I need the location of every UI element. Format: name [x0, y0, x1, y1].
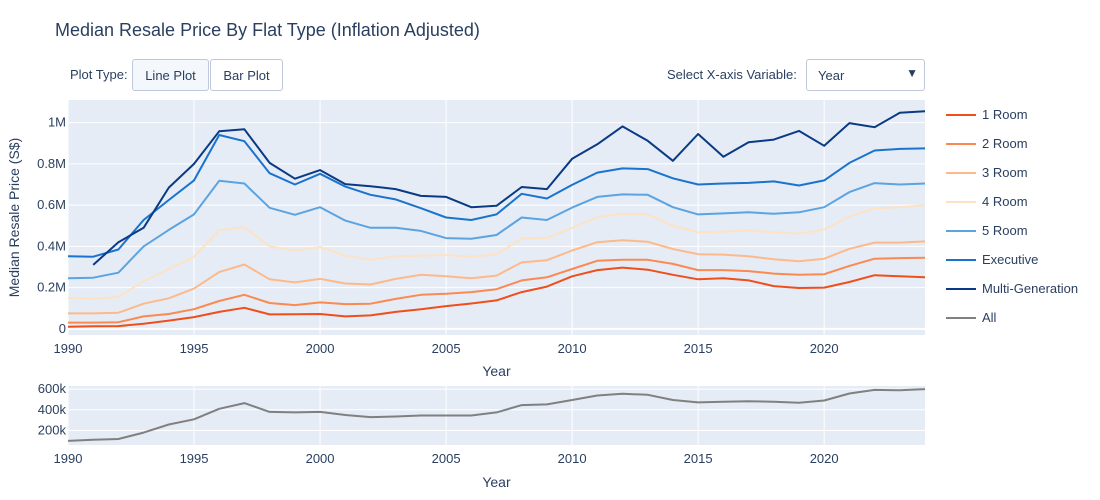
xaxis-variable-value: Year [818, 67, 845, 83]
legend-item-label: 3 Room [982, 165, 1028, 180]
series-line-multi-generation [92, 110, 926, 266]
chart-title: Median Resale Price By Flat Type (Inflat… [55, 20, 480, 40]
x-axis-title: Year [482, 363, 511, 379]
x-tick-label: 1990 [54, 451, 83, 466]
overview-plot-area: 1990 1995 2000 2005 2010 2015 2020 200k 400k 600k… [38, 381, 926, 490]
y-tick-label: 0.8M [37, 156, 66, 171]
series-line-all [67, 388, 926, 442]
plot-background [68, 100, 925, 335]
y-tick-label: 0 [59, 321, 66, 336]
series-line-4-room [67, 204, 926, 300]
y-tick-label: 600k [38, 381, 67, 396]
xaxis-variable-dropdown[interactable]: Year ▼ [806, 59, 925, 91]
legend-item-label: Executive [982, 252, 1038, 267]
chevron-down-icon: ▼ [906, 66, 918, 80]
y-tick-label: 400k [38, 402, 67, 417]
y-axis-title: Median Resale Price (S$) [6, 138, 22, 298]
y-tick-label: 0.2M [37, 280, 66, 295]
plot-type-label: Plot Type: [70, 67, 128, 82]
x-axis-title: Year [482, 474, 511, 490]
y-tick-label: 1M [48, 115, 66, 130]
series-line-3-room [68, 239, 926, 315]
x-tick-label: 2020 [810, 341, 839, 356]
x-tick-label: 2000 [306, 341, 335, 356]
y-tick-label: 200k [38, 423, 67, 438]
y-tick-label: 0.6M [37, 197, 66, 212]
x-tick-label: 2020 [810, 451, 839, 466]
plot-background [68, 386, 925, 445]
bar-plot-button[interactable]: Bar Plot [210, 59, 283, 91]
x-tick-label: 2015 [684, 451, 713, 466]
x-tick-label: 2015 [684, 341, 713, 356]
y-tick-label: 0.4M [37, 238, 66, 253]
x-tick-label: 2005 [432, 341, 461, 356]
line-plot-button[interactable]: Line Plot [132, 59, 209, 91]
legend-item-label: 4 Room [982, 194, 1028, 209]
legend-item-label: 5 Room [982, 223, 1028, 238]
legend-item-label: Multi-Generation [982, 281, 1078, 296]
legend-item-label: 2 Room [982, 136, 1028, 151]
legend-item-label: 1 Room [982, 107, 1028, 122]
x-tick-label: 2010 [558, 451, 587, 466]
series-line-1-room [67, 266, 926, 328]
x-tick-label: 1995 [180, 451, 209, 466]
main-plot-area: 1990 1995 2000 2005 2010 2015 2020 0 0.2M 0.4M 0.6… [6, 100, 926, 379]
x-tick-label: 2010 [558, 341, 587, 356]
series-line-5-room [67, 179, 926, 280]
xaxis-variable-label: Select X-axis Variable: [667, 67, 797, 82]
x-tick-label: 2000 [306, 451, 335, 466]
series-line-2-room [68, 256, 926, 324]
series-line-executive [67, 134, 926, 258]
x-tick-label: 1995 [180, 341, 209, 356]
legend: 1 Room 2 Room 3 Room 4 Room 5 Room Executive M… [946, 107, 1078, 325]
x-tick-label: 1990 [54, 341, 83, 356]
x-tick-label: 2005 [432, 451, 461, 466]
legend-item-label: All [982, 310, 997, 325]
